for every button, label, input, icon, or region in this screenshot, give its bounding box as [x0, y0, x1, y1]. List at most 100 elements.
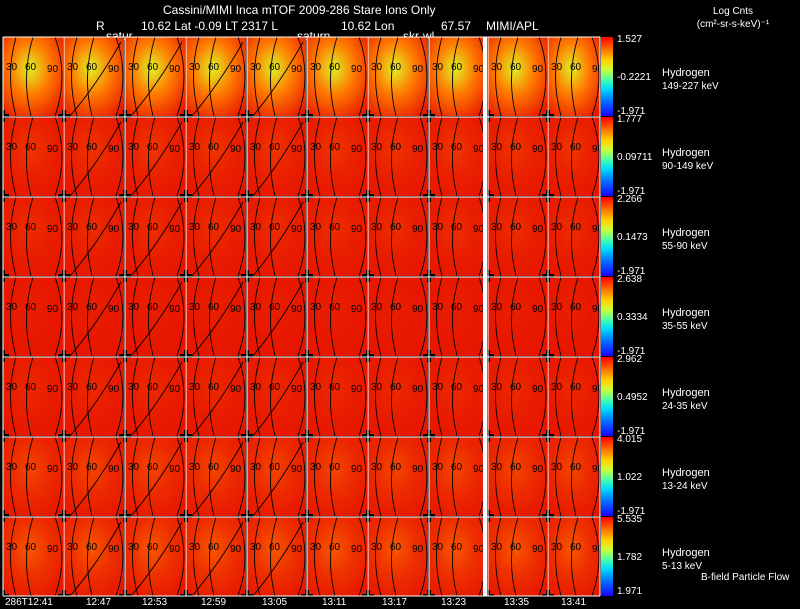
contour-label-r3-c1-2: 90: [108, 304, 120, 315]
contour-label-r2-c0-0: 30: [6, 222, 18, 233]
contour-line-r6-c9-2: [591, 516, 600, 597]
contour-line-r5-c0-0: [10, 436, 17, 517]
contour-line-r3-c0-1: [26, 276, 34, 357]
heatmap-cell-r6-c5: [307, 517, 367, 596]
contour-label-r1-c6-1: 60: [390, 142, 402, 153]
contour-label-r4-c6-2: 90: [412, 384, 424, 395]
contour-label-r2-c2-1: 60: [147, 222, 159, 233]
colorbar-cmin-label-5: -1.971: [617, 506, 646, 517]
contour-line-r5-c3-2: [237, 436, 246, 517]
contour-line-r0-c8-0: [495, 36, 502, 117]
contour-line-r4-c0-2: [54, 356, 63, 437]
heatmap-cell-r3-c7: [429, 277, 487, 356]
contour-line-r2-c0-1: [26, 196, 34, 277]
contour-line-r5-c6-0: [375, 436, 382, 517]
contour-line-r5-c2-2: [176, 436, 185, 517]
contour-line-r3-c8-1: [511, 276, 519, 357]
contour-line-r5-c5-1: [330, 436, 338, 517]
contour-label-r6-c9-2: 90: [592, 544, 604, 555]
contour-label-r6-c1-2: 90: [108, 544, 120, 555]
contour-label-r6-c1-0: 30: [67, 542, 79, 553]
contour-line-r4-c1-2: [115, 356, 124, 437]
contour-label-r5-c2-0: 30: [128, 462, 140, 473]
heatmap-cell-r5-c4: [247, 437, 306, 516]
contour-line-r5-c1-0: [71, 436, 78, 517]
heatmap-cell-r5-c9: [548, 437, 600, 516]
contour-label-r1-c4-2: 90: [291, 144, 303, 155]
contour-label-r4-c1-0: 30: [67, 382, 79, 393]
contour-line-r6-c8-1: [511, 516, 519, 597]
contour-line-r2-c3-0: [193, 196, 200, 277]
time-label-1: 12:47: [86, 597, 112, 608]
contour-line-r3-c1-2: [115, 276, 124, 357]
contour-line-r0-c2-0: [132, 36, 139, 117]
time-label-4: 13:05: [262, 597, 288, 608]
colorbar-cmax-label-4: 2.962: [617, 354, 643, 365]
contour-line-r1-c3-3: [191, 121, 244, 197]
contour-line-r2-c3-2: [237, 196, 246, 277]
heatmap-cell-r0-c2: [125, 37, 185, 116]
contour-label-r6-c8-1: 60: [510, 542, 522, 553]
contour-label-r2-c1-0: 30: [67, 222, 79, 233]
contour-line-r3-c4-0: [254, 276, 261, 357]
contour-label-r5-c6-0: 30: [371, 462, 383, 473]
contour-line-r5-c1-1: [87, 436, 95, 517]
contour-label-r2-c6-2: 90: [412, 224, 424, 235]
contour-line-r4-c3-0: [193, 356, 200, 437]
contour-line-r5-c2-1: [148, 436, 156, 517]
contour-label-r0-c9-2: 90: [592, 64, 604, 75]
contour-line-r3-c9-0: [555, 276, 562, 357]
contour-label-r6-c5-0: 30: [310, 542, 322, 553]
contour-label-r5-c7-0: 30: [432, 462, 444, 473]
contour-label-r5-c8-2: 90: [532, 464, 544, 475]
contour-label-r6-c4-1: 60: [269, 542, 281, 553]
contour-line-r6-c3-0: [193, 516, 200, 597]
contour-label-r0-c0-1: 60: [25, 62, 37, 73]
contour-line-r3-c9-2: [591, 276, 600, 357]
contour-line-r4-c9-2: [591, 356, 600, 437]
contour-label-r1-c5-2: 90: [351, 144, 363, 155]
contour-label-r0-c5-1: 60: [329, 62, 341, 73]
contour-line-r6-c3-3: [191, 521, 244, 597]
contour-line-r6-c6-0: [375, 516, 382, 597]
heatmap-cell-r5-c7: [429, 437, 487, 516]
contour-line-r4-c1-3: [69, 361, 122, 437]
contour-line-r2-c7-0: [436, 196, 443, 277]
heatmap-cell-r6-c2: [125, 517, 185, 596]
colorbar-cmid-label-0: -0.2221: [617, 71, 651, 83]
contour-label-r1-c3-2: 90: [230, 144, 242, 155]
contour-label-r6-c0-1: 60: [25, 542, 37, 553]
contour-label-r5-c4-1: 60: [269, 462, 281, 473]
heatmap-cell-r5-c5: [307, 437, 367, 516]
contour-label-r2-c0-1: 60: [25, 222, 37, 233]
contour-line-r3-c2-3: [130, 281, 183, 357]
heatmap-cell-r4-c5: [307, 357, 367, 436]
contour-label-r5-c4-2: 90: [291, 464, 303, 475]
contour-line-r5-c9-0: [555, 436, 562, 517]
contour-line-r2-c1-2: [115, 196, 124, 277]
contour-line-r6-c7-0: [436, 516, 443, 597]
colorbar-gradient-5: [601, 437, 613, 516]
contour-label-r6-c4-0: 30: [250, 542, 262, 553]
contour-label-r2-c5-0: 30: [310, 222, 322, 233]
contour-line-r1-c9-1: [571, 116, 579, 197]
contour-label-r4-c9-0: 30: [551, 382, 563, 393]
colorbar-cmax-label-0: 1.527: [617, 34, 643, 45]
contour-line-r4-c2-0: [132, 356, 139, 437]
contour-line-r4-c8-1: [511, 356, 519, 437]
contour-label-r2-c9-2: 90: [592, 224, 604, 235]
colorbar-units-line2: (cm²-sr-s-keV)⁻¹: [696, 19, 770, 30]
contour-label-r2-c6-0: 30: [371, 222, 383, 233]
heatmap-cell-r5-c8: [488, 437, 547, 516]
contour-line-r1-c5-2: [358, 116, 367, 197]
contour-label-r6-c7-1: 60: [451, 542, 463, 553]
contour-line-r1-c9-2: [591, 116, 600, 197]
contour-line-r0-c3-2: [237, 36, 246, 117]
contour-line-r0-c4-0: [254, 36, 261, 117]
colorbar-cmin-label-1: -1.971: [617, 186, 646, 197]
contour-line-r2-c5-0: [314, 196, 321, 277]
contour-label-r4-c8-0: 30: [491, 382, 503, 393]
contour-line-r2-c5-1: [330, 196, 338, 277]
contour-line-r0-c9-0: [555, 36, 562, 117]
